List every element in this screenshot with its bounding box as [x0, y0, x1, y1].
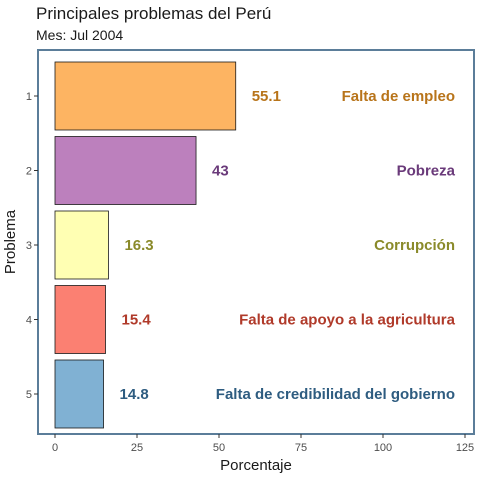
y-tick-label-2: 2 — [26, 166, 32, 178]
y-tick-label-4: 4 — [26, 315, 32, 327]
x-tick-label-0: 0 — [52, 442, 58, 454]
bar-3 — [54, 210, 109, 280]
y-axis-title: Problema — [2, 209, 19, 274]
x-tick-label-75: 75 — [295, 442, 307, 454]
bar-2 — [54, 136, 197, 205]
x-tick-label-25: 25 — [131, 442, 143, 454]
value-label-4: 15.4 — [122, 312, 152, 329]
value-label-1: 55.1 — [252, 88, 281, 105]
y-tick-label-5: 5 — [26, 389, 32, 401]
x-tick-label-50: 50 — [213, 442, 225, 454]
chart-title: Principales problemas del Perú — [36, 4, 271, 23]
bar-4 — [54, 285, 106, 354]
value-label-5: 14.8 — [120, 386, 149, 403]
problem-label-2: Pobreza — [397, 163, 456, 180]
value-label-2: 43 — [212, 163, 229, 180]
value-label-3: 16.3 — [124, 237, 153, 254]
bar-5 — [54, 359, 104, 429]
problem-label-4: Falta de apoyo a la agricultura — [239, 312, 456, 329]
y-tick-label-1: 1 — [26, 91, 32, 103]
x-tick-label-100: 100 — [374, 442, 392, 454]
problem-label-1: Falta de empleo — [342, 88, 455, 105]
x-axis-title: Porcentaje — [220, 457, 292, 474]
problem-label-3: Corrupción — [374, 237, 455, 254]
problem-label-5: Falta de credibilidad del gobierno — [216, 386, 455, 403]
chart-subtitle: Mes: Jul 2004 — [36, 27, 123, 43]
bar-1 — [54, 61, 237, 131]
x-tick-label-125: 125 — [456, 442, 474, 454]
y-tick-label-3: 3 — [26, 240, 32, 252]
